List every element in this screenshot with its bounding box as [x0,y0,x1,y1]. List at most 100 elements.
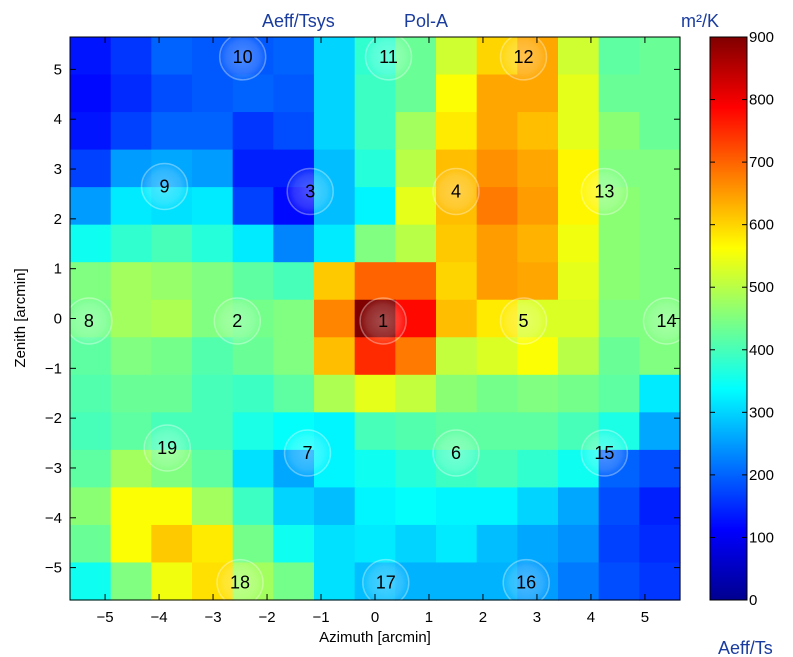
beam-circle [580,167,629,216]
beam-circle [143,424,191,472]
y-tick-label: 2 [54,211,62,228]
heatmap-cell [639,224,681,263]
heatmap-cell [517,112,559,151]
heatmap-cell [354,187,396,226]
beam-label: 5 [518,311,528,331]
beam-label: 3 [305,182,315,202]
heatmap-cell [598,337,640,376]
heatmap-cell [598,74,640,113]
colorbar-tick-label: 100 [749,529,774,546]
y-tick-label: −3 [45,460,62,477]
heatmap-cell [476,224,518,263]
beam-marker: 18 [216,558,264,607]
x-tick-label: 4 [587,609,595,626]
beam-circle [140,162,189,211]
heatmap-cell [314,337,356,376]
heatmap-cell [476,337,518,376]
chart-title-right: Pol-A [404,11,448,31]
heatmap-cell [558,562,600,601]
heatmap-cell [436,374,478,413]
heatmap-cell [476,187,518,226]
heatmap-cell [436,299,478,338]
beam-label: 1 [378,311,388,331]
beam-circle [286,167,334,216]
heatmap-cell [273,299,315,338]
y-tick-label: 1 [54,261,62,278]
heatmap-cell [354,149,396,188]
heatmap-cell [232,112,274,151]
heatmap-cell [70,74,112,113]
heatmap-cell [517,449,559,488]
heatmap-cell [639,524,681,564]
beam-circle [502,558,550,607]
heatmap-cell [110,299,152,338]
heatmap-cell [436,224,478,263]
heatmap-cell [273,262,315,301]
heatmap-cell [151,524,193,564]
heatmap-cell [558,262,600,301]
heatmap-cell [151,74,193,113]
heatmap-cell [232,487,274,526]
heatmap-cell [558,487,600,526]
heatmap-cell [232,262,274,301]
beam-marker: 4 [432,167,480,216]
colorbar-tick-label: 900 [749,29,774,46]
heatmap-cell [110,562,152,601]
heatmap-cell [476,149,518,188]
heatmap-cell [639,187,681,226]
beam-marker: 1 [359,297,407,345]
heatmap-cell [558,337,600,376]
heatmap-cell [273,74,315,113]
heatmap-cell [192,487,234,526]
x-tick-label: 2 [479,609,487,626]
heatmap-cell [273,562,315,601]
heatmap-cell [151,337,193,376]
heatmap-cell [395,262,437,301]
x-tick-label: 0 [371,609,379,626]
heatmap-cell [354,524,396,564]
beam-circle [364,33,413,81]
heatmap-cell [110,262,152,301]
x-axis-label: Azimuth [arcmin] [319,629,431,646]
colorbar-tick-label: 200 [749,467,774,484]
heatmap-cell [558,374,600,413]
heatmap-cell [476,412,518,451]
beam-label: 16 [516,573,536,593]
heatmap-cell [232,224,274,263]
x-axis-ticks: −5 −4 −3 −2 −1 0 1 2 3 4 5 [97,37,649,626]
heatmap-cell [517,374,559,413]
heatmap-cell [70,262,112,301]
heatmap-cell [598,562,640,601]
beam-marker: 11 [364,33,413,81]
heatmap-cell [232,412,274,451]
heatmap-cell [517,187,559,226]
heatmap-cell [598,224,640,263]
y-tick-label: 0 [54,311,62,328]
beam-label: 15 [594,443,614,463]
beam-marker: 16 [502,558,550,607]
heatmap-cell [314,487,356,526]
heatmap-cell [354,337,396,376]
heatmap-cell [639,487,681,526]
heatmap-cell [70,524,112,564]
heatmap-cell [151,487,193,526]
colorbar-ticks: 900 800 700 600 500 400 300 200 100 0 [710,29,774,609]
colorbar-unit: m²/K [681,11,719,31]
beam-marker: 8 [65,297,113,345]
x-tick-label: −4 [151,609,168,626]
heatmap-cell [232,187,274,226]
beam-label: 18 [230,573,250,593]
heatmap-cell [436,487,478,526]
heatmap-cell [395,337,437,376]
colorbar-tick-label: 800 [749,92,774,109]
beam-marker: 9 [140,162,189,211]
beam-marker: 7 [283,429,332,477]
y-tick-label: 5 [54,61,62,78]
y-tick-label: −2 [45,410,62,427]
heatmap-cell [598,299,640,338]
heatmap-cell [598,487,640,526]
beam-circle [362,558,410,607]
beam-circle [499,33,548,81]
heatmap-cell [517,487,559,526]
